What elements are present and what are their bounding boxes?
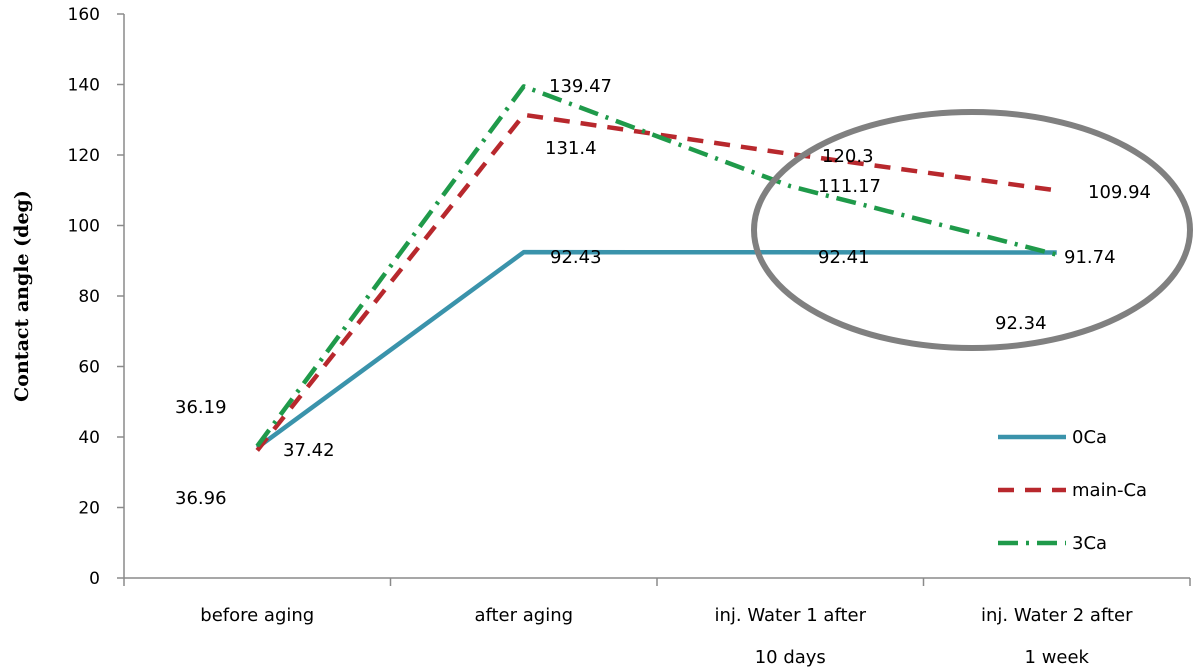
data-label: 37.42 bbox=[283, 440, 335, 461]
data-label: 36.96 bbox=[175, 488, 227, 509]
data-label: 91.74 bbox=[1064, 247, 1116, 268]
data-label: 111.17 bbox=[818, 176, 881, 197]
data-label: 109.94 bbox=[1088, 182, 1151, 203]
x-tick-labels: before aging after aging inj. Water 1 afte… bbox=[200, 605, 1133, 668]
x-tick-label: before aging bbox=[200, 605, 314, 626]
series-line-3ca bbox=[255, 84, 1058, 448]
x-tick-label: inj. Water 1 after 10 days bbox=[714, 605, 866, 668]
legend-label: 0Ca bbox=[1072, 427, 1107, 448]
highlight-ellipse bbox=[751, 109, 1193, 351]
y-tick-label: 100 bbox=[68, 217, 100, 237]
y-tick-labels: 0 20 40 60 80 100 120 140 160 bbox=[68, 5, 100, 589]
y-tick-label: 0 bbox=[89, 569, 100, 589]
y-tick-label: 160 bbox=[68, 5, 100, 25]
y-tick-label: 40 bbox=[78, 428, 100, 448]
legend-label: 3Ca bbox=[1072, 533, 1107, 554]
data-labels: 36.96 92.43 92.41 92.34 36.19 131.4 120.3 109.9… bbox=[175, 76, 1151, 509]
x-tick-label: inj. Water 2 after 1 week bbox=[981, 605, 1133, 668]
data-label: 36.19 bbox=[175, 397, 227, 418]
series-line-0ca bbox=[255, 249, 1057, 450]
data-label: 92.34 bbox=[995, 313, 1047, 334]
x-tick-label: after aging bbox=[474, 605, 573, 626]
series-lines bbox=[255, 84, 1058, 452]
y-tick-label: 60 bbox=[78, 358, 100, 378]
data-label: 139.47 bbox=[549, 76, 612, 97]
data-label: 131.4 bbox=[545, 138, 597, 159]
y-tick-label: 80 bbox=[78, 287, 100, 307]
legend: 0Ca main-Ca 3Ca bbox=[998, 427, 1147, 554]
data-label: 92.41 bbox=[818, 247, 870, 268]
y-tick-label: 140 bbox=[68, 76, 100, 96]
data-label: 120.3 bbox=[822, 146, 874, 167]
y-tick-label: 20 bbox=[78, 499, 100, 519]
axes bbox=[117, 13, 1191, 586]
data-label: 92.43 bbox=[550, 247, 602, 268]
y-axis-label: Contact angle (deg) bbox=[11, 190, 33, 402]
legend-label: main-Ca bbox=[1072, 480, 1147, 501]
y-tick-label: 120 bbox=[68, 146, 100, 166]
